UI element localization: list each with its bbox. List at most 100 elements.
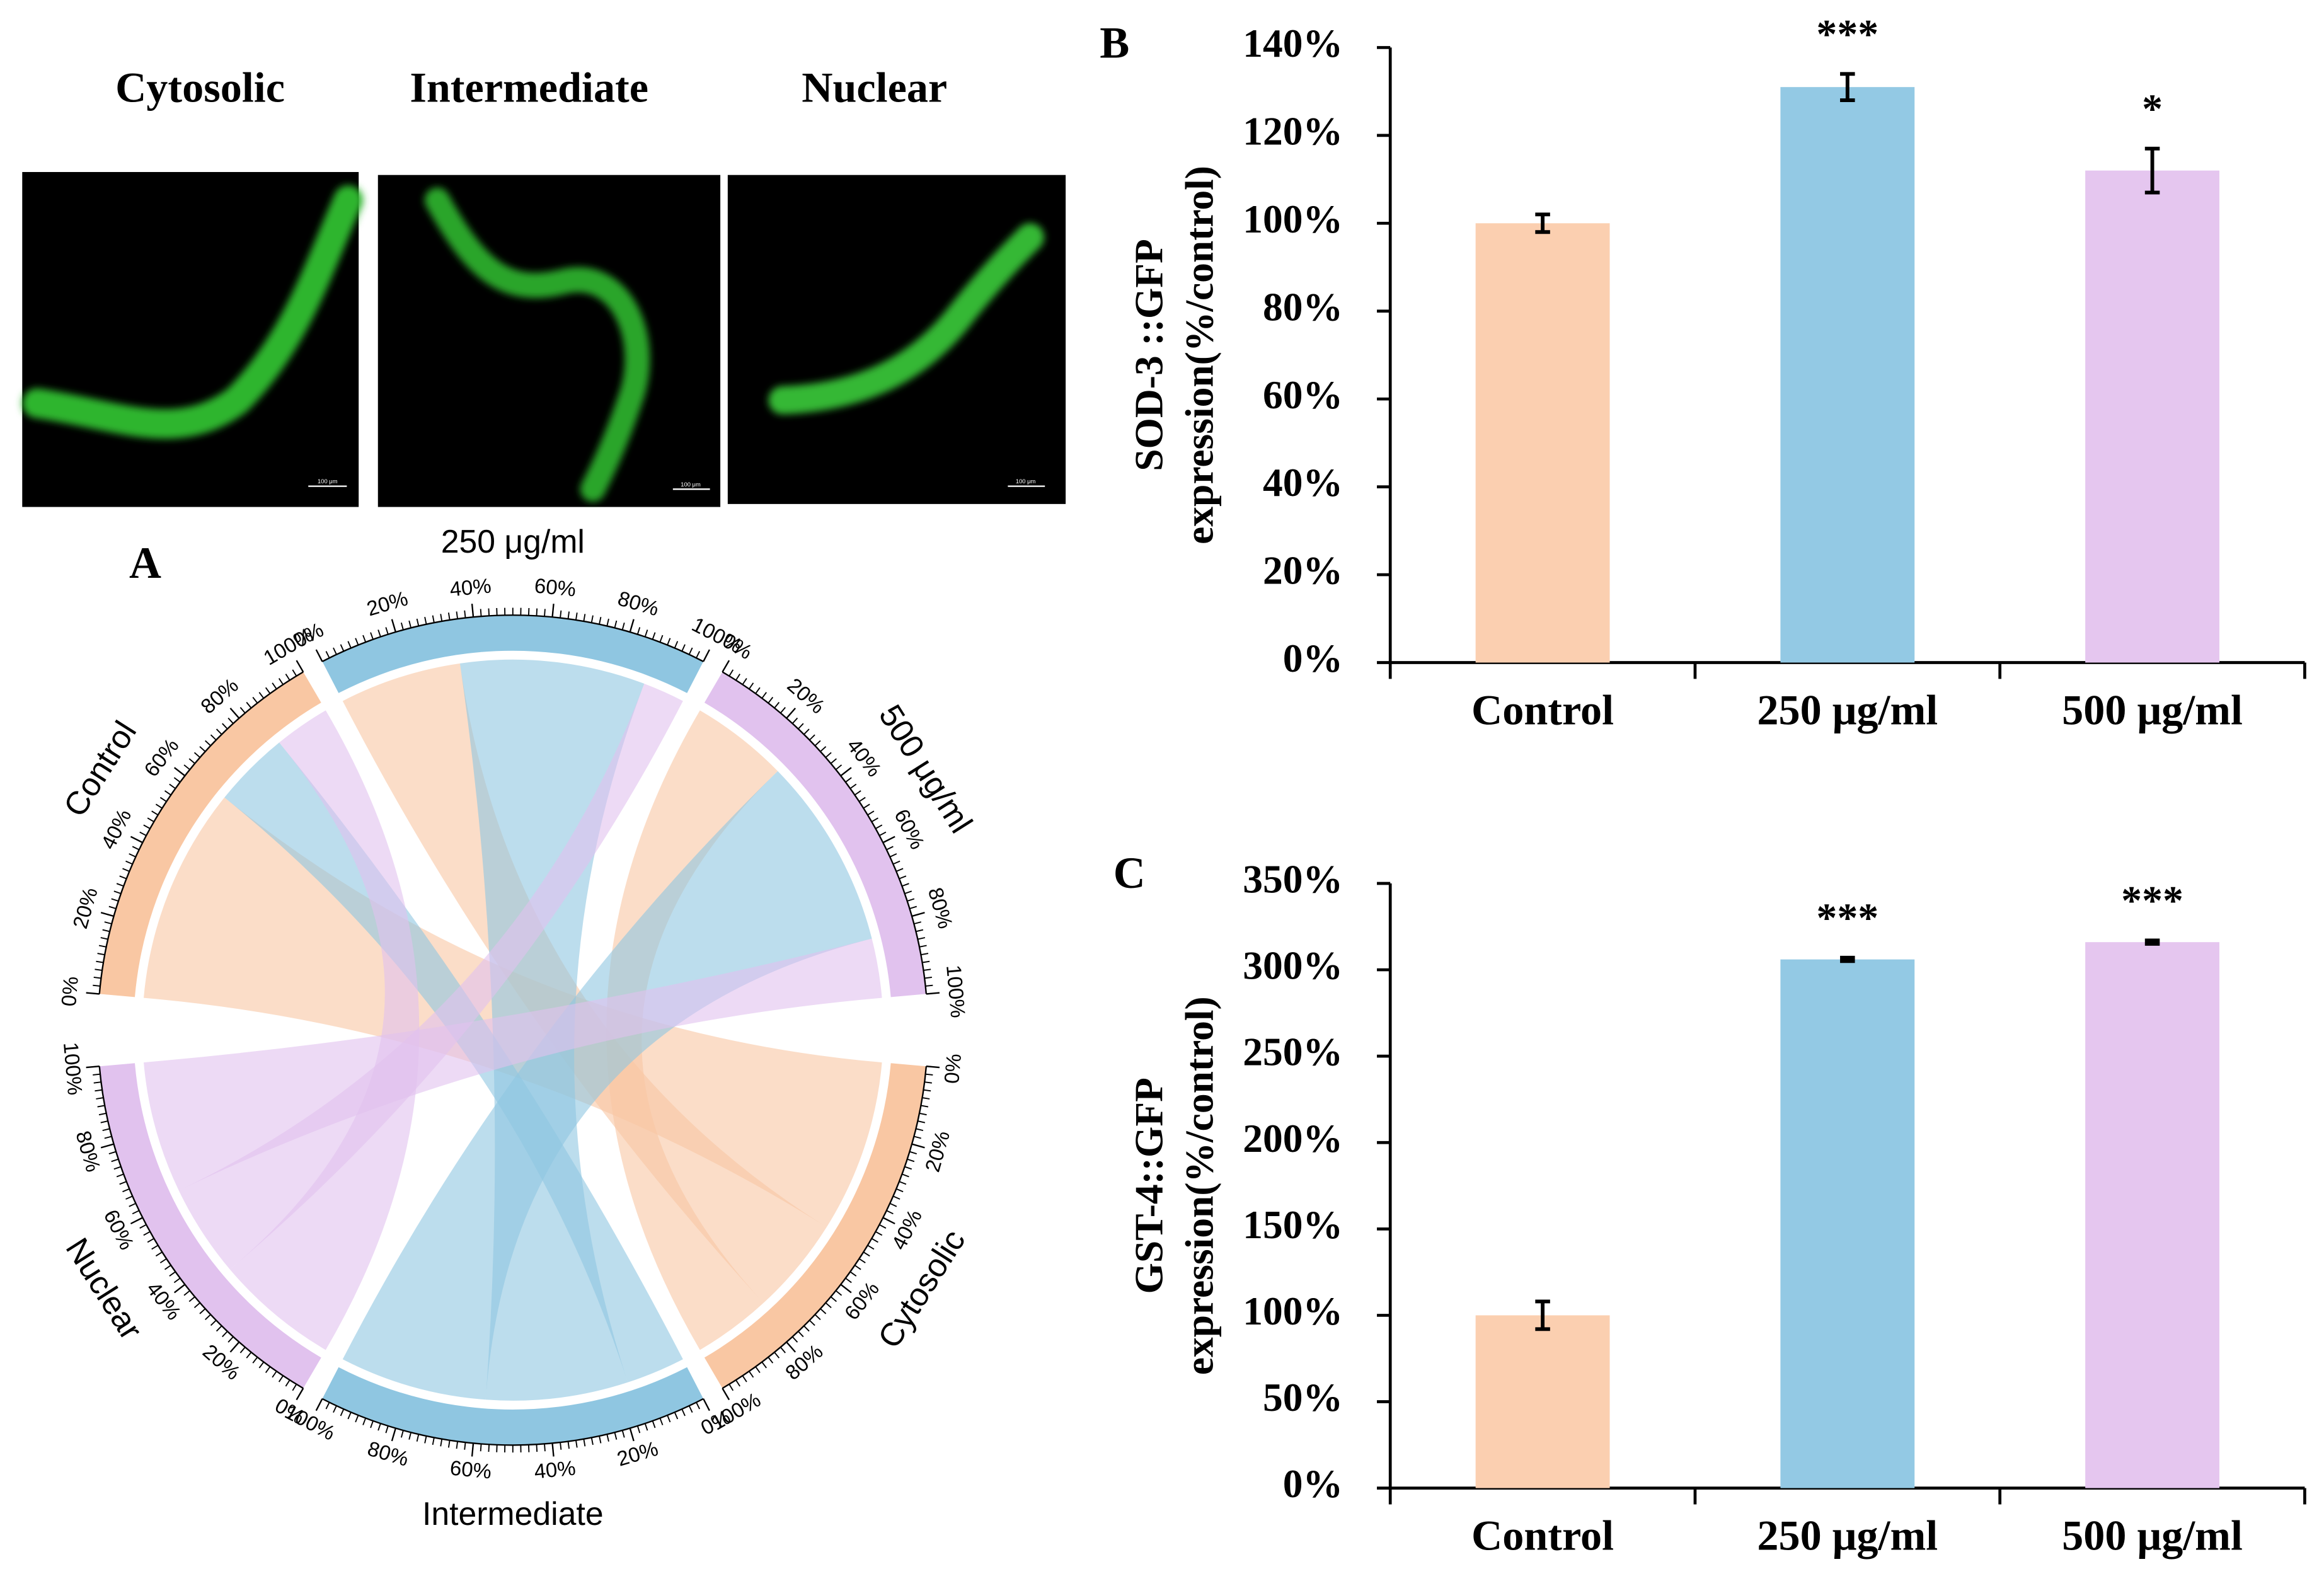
minor-tick — [362, 635, 367, 643]
minor-tick — [919, 1112, 927, 1116]
minor-tick — [921, 1105, 929, 1108]
minor-tick — [895, 868, 904, 872]
minor-tick — [845, 777, 852, 783]
minor-tick — [385, 1425, 389, 1434]
scale-bar-label: 100 μm — [681, 481, 701, 488]
minor-tick — [667, 1415, 671, 1423]
minor-tick — [400, 1430, 404, 1438]
minor-tick — [258, 1361, 265, 1369]
minor-tick — [440, 1439, 443, 1447]
minor-tick — [108, 1151, 117, 1155]
y-tick-label: 80% — [1263, 284, 1343, 329]
minor-tick — [614, 620, 618, 628]
minor-tick — [803, 1325, 810, 1332]
minor-tick — [227, 717, 234, 724]
worm — [424, 187, 650, 502]
minor-tick — [544, 609, 546, 617]
tick-mark — [86, 1066, 100, 1069]
minor-tick — [183, 764, 190, 771]
minor-tick — [239, 707, 246, 714]
y-axis-label: expression(%/control) — [1176, 996, 1221, 1375]
minor-tick — [544, 1444, 546, 1452]
bar — [2085, 942, 2219, 1488]
minor-tick — [696, 651, 701, 658]
minor-tick — [96, 1097, 104, 1100]
tick-label: 60% — [839, 1277, 883, 1325]
sector-label: 250 μg/ml — [441, 523, 585, 560]
tick-mark — [391, 1428, 396, 1442]
minor-tick — [735, 1379, 740, 1387]
minor-tick — [408, 620, 412, 628]
minor-tick — [188, 758, 195, 764]
tick-mark — [130, 836, 143, 844]
minor-tick — [825, 1302, 832, 1309]
tick-mark — [551, 604, 555, 618]
minor-tick — [125, 1195, 133, 1200]
minor-tick — [464, 610, 466, 618]
x-tick-label: Control — [1471, 686, 1614, 733]
minor-tick — [798, 723, 804, 730]
minor-tick — [755, 1366, 761, 1374]
y-tick-label: 100% — [1243, 1289, 1343, 1333]
tick-label: 0% — [940, 1053, 965, 1085]
minor-tick — [488, 608, 490, 616]
tick-label: 20% — [614, 1437, 661, 1471]
minor-tick — [688, 1405, 693, 1413]
y-tick-label: 0% — [1283, 636, 1343, 681]
error-bar — [2144, 938, 2160, 946]
minor-tick — [188, 1296, 195, 1302]
minor-tick — [590, 1437, 594, 1445]
minor-tick — [923, 1089, 931, 1092]
minor-tick — [104, 921, 112, 925]
minor-tick — [116, 1173, 124, 1178]
sector-label: Cytosolic — [870, 1223, 972, 1354]
tick-mark — [100, 1143, 114, 1149]
worm — [22, 185, 364, 439]
minor-tick — [820, 746, 827, 752]
minor-tick — [456, 611, 459, 619]
minor-tick — [93, 1073, 101, 1076]
scale-bar-label: 100 μm — [1016, 478, 1036, 485]
tick-mark — [173, 1284, 186, 1294]
minor-tick — [98, 945, 106, 948]
tick-mark — [391, 619, 396, 633]
minor-tick — [809, 734, 815, 741]
minor-tick — [875, 824, 883, 829]
minor-tick — [761, 692, 767, 699]
minor-tick — [355, 1415, 359, 1423]
tick-label: 100% — [942, 964, 970, 1019]
tick-mark — [926, 992, 940, 995]
minor-tick — [918, 1120, 926, 1123]
minor-tick — [488, 1444, 490, 1452]
minor-tick — [774, 701, 780, 709]
minor-tick — [659, 635, 664, 643]
minor-tick — [272, 1371, 277, 1378]
minor-tick — [879, 1224, 887, 1229]
minor-tick — [143, 824, 151, 829]
minor-tick — [904, 890, 912, 894]
minor-tick — [432, 615, 435, 623]
minor-tick — [667, 638, 671, 645]
tick-mark — [840, 1284, 852, 1294]
minor-tick — [340, 1408, 345, 1416]
minor-tick — [899, 1181, 907, 1185]
minor-tick — [347, 641, 352, 648]
minor-tick — [100, 937, 108, 940]
minor-tick — [108, 905, 117, 909]
y-axis-label: SOD-3 ::GFP — [1126, 239, 1171, 471]
micrographs — [22, 171, 1066, 507]
minor-tick — [119, 875, 127, 880]
minor-tick — [252, 1357, 258, 1364]
minor-tick — [272, 682, 277, 689]
minor-tick — [918, 937, 926, 940]
minor-tick — [159, 796, 167, 802]
minor-tick — [129, 853, 136, 858]
minor-tick — [424, 1435, 427, 1444]
minor-tick — [151, 1244, 159, 1250]
tick-label: 40% — [96, 805, 136, 853]
tick-label: 20% — [68, 885, 102, 931]
